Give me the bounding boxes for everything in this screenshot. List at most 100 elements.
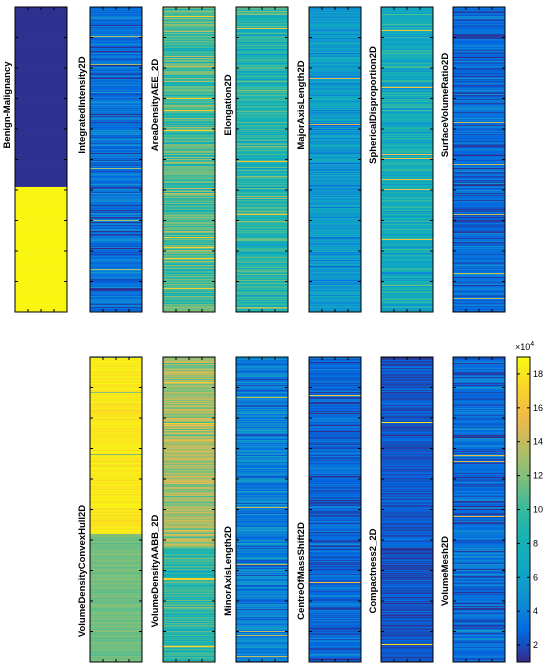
- colorbar-tick-label: 8: [533, 538, 538, 548]
- heatmap-cell: [90, 376, 142, 378]
- heatmap-cell: [381, 562, 433, 564]
- heatmap-cell: [236, 52, 288, 54]
- heatmap-cell: [381, 603, 433, 605]
- heatmap-cell: [163, 173, 215, 175]
- heatmap-cell: [90, 210, 142, 212]
- heatmap-cell: [453, 516, 505, 518]
- heatmap-cell: [309, 40, 361, 42]
- heatmap-cell: [381, 605, 433, 607]
- heatmap-cell: [236, 571, 288, 573]
- heatmap-cell: [381, 458, 433, 460]
- heatmap-cell: [163, 230, 215, 232]
- heatmap-cell: [381, 580, 433, 582]
- heatmap-cell: [453, 520, 505, 522]
- heatmap-cell: [90, 98, 142, 100]
- heatmap-cell: [309, 446, 361, 448]
- heatmap-cell: [236, 298, 288, 300]
- heatmap-cell: [90, 497, 142, 499]
- heatmap-cell: [309, 177, 361, 179]
- heatmap-cell: [453, 172, 505, 174]
- heatmap-cell: [381, 39, 433, 41]
- heatmap-cell: [236, 187, 288, 189]
- heatmap-cell: [381, 75, 433, 77]
- heatmap-cell: [163, 245, 215, 247]
- heatmap-cell: [309, 535, 361, 537]
- heatmap-cell: [309, 543, 361, 545]
- heatmap-cell: [90, 267, 142, 269]
- heatmap-cell: [381, 513, 433, 515]
- heatmap-cell: [90, 541, 142, 543]
- heatmap-cell: [90, 129, 142, 131]
- heatmap-cell: [90, 153, 142, 155]
- heatmap-cell: [381, 172, 433, 174]
- heatmap-cell: [236, 12, 288, 14]
- heatmap-cell: [163, 559, 215, 561]
- heatmap-cell: [236, 64, 288, 66]
- heatmap-cell: [236, 507, 288, 509]
- heatmap-cell: [163, 628, 215, 630]
- heatmap-cell: [236, 614, 288, 616]
- heatmap-cell: [236, 31, 288, 33]
- heatmap-cell: [90, 39, 142, 41]
- heatmap-cell: [381, 306, 433, 308]
- heatmap-cell: [309, 467, 361, 469]
- heatmap-cell: [236, 488, 288, 490]
- heatmap-cell: [90, 603, 142, 605]
- heatmap-cell: [163, 75, 215, 77]
- heatmap-cell: [90, 193, 142, 195]
- heatmap-cell: [309, 457, 361, 459]
- heatmap-cell: [309, 193, 361, 195]
- heatmap-cell: [90, 518, 142, 520]
- heatmap-cell: [163, 404, 215, 406]
- heatmap-cell: [381, 561, 433, 563]
- heatmap-cell: [163, 272, 215, 274]
- heatmap-cell: [236, 155, 288, 157]
- heatmap-cell: [381, 440, 433, 442]
- heatmap-cell: [381, 384, 433, 386]
- heatmap-cell: [236, 433, 288, 435]
- heatmap-cell: [163, 225, 215, 227]
- heatmap-cell: [163, 274, 215, 276]
- heatmap-cell: [236, 157, 288, 159]
- heatmap-cell: [453, 21, 505, 23]
- heatmap-cell: [309, 14, 361, 16]
- heatmap-cell: [90, 622, 142, 624]
- heatmap-cell: [236, 40, 288, 42]
- heatmap-cell: [90, 527, 142, 529]
- heatmap-cell: [309, 579, 361, 581]
- heatmap-cell: [381, 94, 433, 96]
- heatmap-cell: [453, 73, 505, 75]
- heatmap-cell: [381, 227, 433, 229]
- heatmap-cell: [453, 375, 505, 377]
- heatmap-cell: [309, 165, 361, 167]
- heatmap-cell: [236, 24, 288, 26]
- heatmap-cell: [163, 41, 215, 43]
- heatmap-cell: [90, 72, 142, 74]
- heatmap-cell: [163, 232, 215, 234]
- heatmap-cell: [453, 469, 505, 471]
- heatmap-cell: [309, 624, 361, 626]
- heatmap-cell: [309, 647, 361, 649]
- heatmap-cell: [163, 69, 215, 71]
- heatmap-cell: [381, 634, 433, 636]
- heatmap-cell: [453, 180, 505, 182]
- heatmap-cell: [309, 380, 361, 382]
- heatmap-cell: [90, 440, 142, 442]
- heatmap-cell: [381, 527, 433, 529]
- heatmap-cell: [309, 568, 361, 570]
- heatmap-cell: [236, 198, 288, 200]
- heatmap-cell: [309, 607, 361, 609]
- heatmap-cell: [309, 472, 361, 474]
- heatmap-cell: [381, 87, 433, 89]
- heatmap-cell: [381, 284, 433, 286]
- heatmap-cell: [90, 15, 142, 17]
- heatmap-cell: [90, 628, 142, 630]
- heatmap-cell: [453, 540, 505, 542]
- heatmap-cell: [309, 243, 361, 245]
- heatmap-cell: [163, 361, 215, 363]
- heatmap-cell: [163, 302, 215, 304]
- heatmap-cell: [90, 92, 142, 94]
- heatmap-cell: [90, 177, 142, 179]
- heatmap-cell: [309, 370, 361, 372]
- heatmap-cell: [163, 447, 215, 449]
